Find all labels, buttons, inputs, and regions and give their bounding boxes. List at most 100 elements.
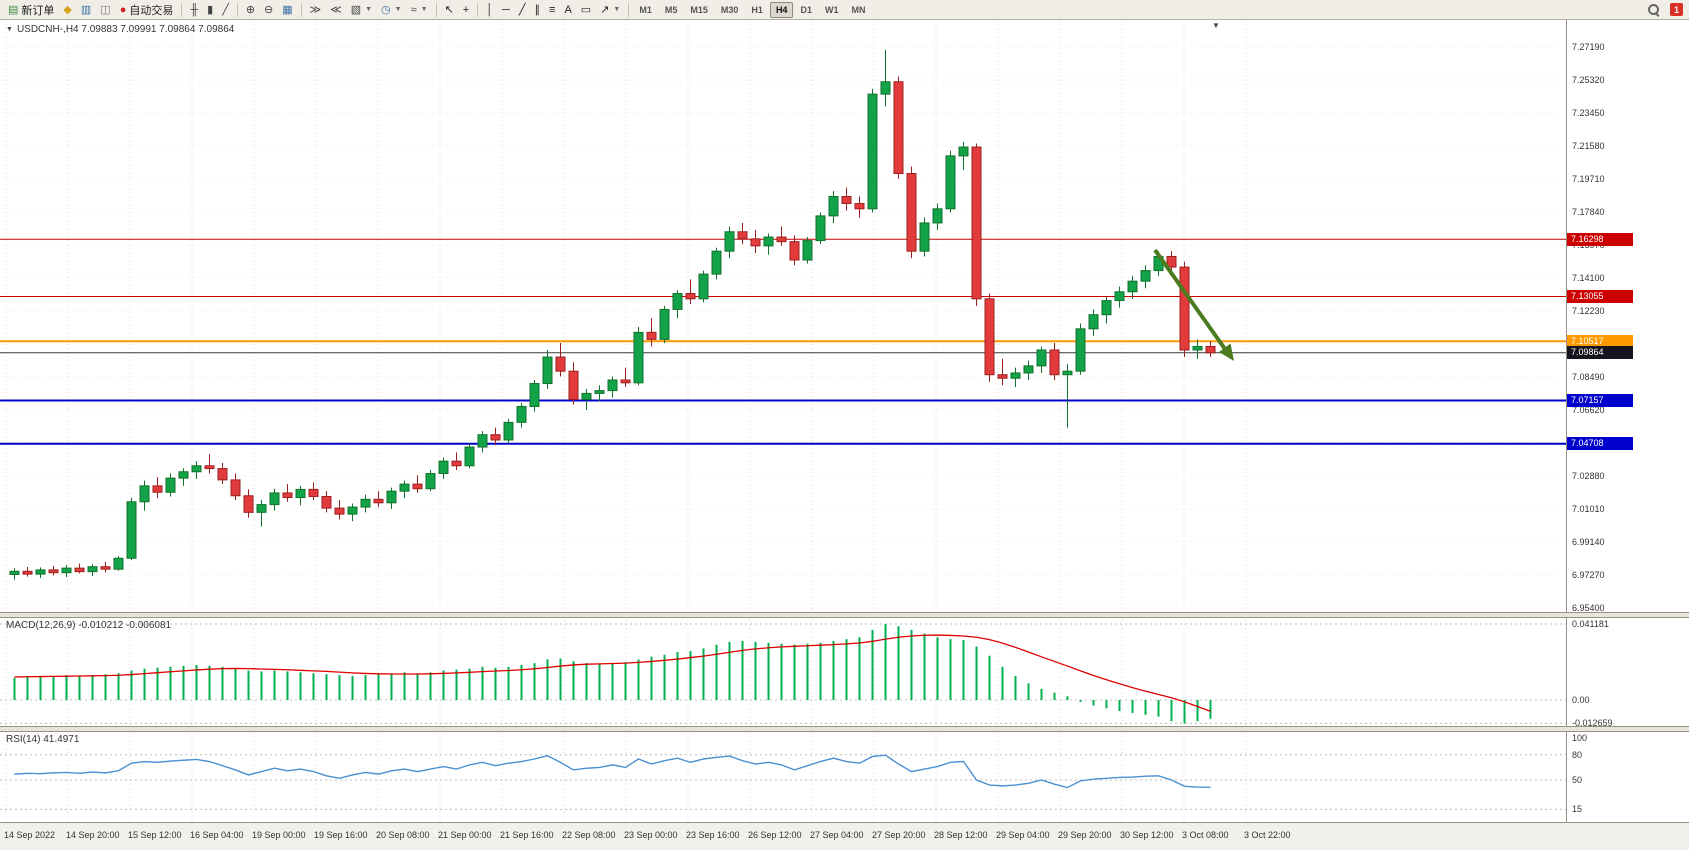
- toolbar-right: 1: [1647, 3, 1683, 16]
- timeframe-w1[interactable]: W1: [824, 4, 839, 15]
- toolbar-separator: [300, 2, 302, 17]
- sound-alert-button[interactable]: ◆: [59, 2, 75, 18]
- time-axis-label: 14 Sep 20:00: [66, 830, 120, 840]
- time-axis-label: 23 Sep 00:00: [624, 830, 678, 840]
- autotrading-label: 自动交易: [129, 4, 174, 17]
- cursor-button[interactable]: ↖: [441, 2, 458, 18]
- chart-title: ▼ USDCNH-,H4 7.09883 7.09991 7.09864 7.09…: [6, 24, 234, 35]
- toolbar-separator: [181, 2, 183, 17]
- period-icon: ◷: [381, 3, 391, 16]
- time-axis-label: 28 Sep 12:00: [934, 830, 988, 840]
- period-button[interactable]: ◷ ▼: [377, 2, 406, 18]
- new-chart-icon: ▧: [350, 3, 362, 16]
- dropdown-caret-icon: ▼: [613, 6, 621, 13]
- crosshair-button[interactable]: +: [459, 2, 473, 18]
- time-axis-label: 27 Sep 20:00: [872, 830, 926, 840]
- time-axis-label: 30 Sep 12:00: [1120, 830, 1174, 840]
- down-trend-arrow: [1153, 248, 1227, 351]
- search-icon[interactable]: [1647, 3, 1660, 16]
- chart-shift-button[interactable]: ≪: [326, 2, 346, 18]
- sound-alert-icon: ◆: [63, 3, 72, 16]
- indicators-icon: ≈: [410, 3, 417, 16]
- time-axis-label: 3 Oct 22:00: [1244, 830, 1291, 840]
- time-axis-label: 15 Sep 12:00: [128, 830, 182, 840]
- bar-chart-button[interactable]: ╫: [186, 2, 202, 18]
- indicators-button[interactable]: ≈ ▼: [407, 2, 432, 18]
- market-watch-icon: ▥: [80, 3, 92, 16]
- time-axis-label: 20 Sep 08:00: [376, 830, 430, 840]
- timeframe-mn[interactable]: MN: [851, 4, 866, 15]
- macd-label: MACD(12,26,9) -0.010212 -0.006081: [6, 620, 172, 631]
- dropdown-caret-icon: ▼: [394, 6, 402, 13]
- time-axis-label: 29 Sep 04:00: [996, 830, 1050, 840]
- arrows-button[interactable]: ↗ ▼: [596, 2, 624, 18]
- cursor-icon: ↖: [444, 3, 454, 16]
- new-order-icon: ▤: [8, 3, 19, 16]
- time-axis-label: 22 Sep 08:00: [562, 830, 616, 840]
- line-chart-button[interactable]: ╱: [218, 2, 233, 18]
- trendline-button[interactable]: ╱: [515, 2, 530, 18]
- timeframe-m30[interactable]: M30: [720, 4, 739, 15]
- fibonacci-icon: ≡: [549, 3, 556, 16]
- toolbar-separator: [435, 2, 437, 17]
- time-axis-label: 19 Sep 00:00: [252, 830, 306, 840]
- timeframe-h1[interactable]: H1: [751, 4, 763, 15]
- autotrading-icon: ●: [119, 3, 127, 16]
- channel-button[interactable]: ∥: [531, 2, 545, 18]
- toolbar: ▤ 新订单 ◆ ▥ ◫ ● 自动交易 ╫ ▮ ╱ ⊕ ⊖ ▦ ≫ ≪ ▧ ▼ ◷ ▼ ≈ ▼ ↖ + │ ─ ╱ ∥ ≡ A ▭ ↗ ▼ M1 M…: [0, 0, 1689, 20]
- timeframe-m15[interactable]: M15: [690, 4, 708, 15]
- zoom-in-button[interactable]: ⊕: [242, 2, 259, 18]
- candlestick-chart-icon: ▮: [207, 3, 214, 16]
- timeframe-m5[interactable]: M5: [664, 4, 678, 15]
- text-label-button[interactable]: ▭: [577, 2, 595, 18]
- timeframe-d1[interactable]: D1: [800, 4, 812, 15]
- new-chart-button[interactable]: ▧ ▼: [347, 2, 376, 18]
- auto-scroll-button[interactable]: ≫: [306, 2, 326, 18]
- market-watch-button[interactable]: ▥: [77, 2, 95, 18]
- autotrading-button[interactable]: ● 自动交易: [116, 2, 178, 18]
- zoom-in-icon: ⊕: [245, 3, 256, 16]
- data-window-button[interactable]: ◫: [96, 2, 114, 18]
- panel-separator-rsi[interactable]: [0, 726, 1689, 732]
- trendline-icon: ╱: [518, 3, 526, 16]
- time-axis-label: 3 Oct 08:00: [1182, 830, 1229, 840]
- timeframe-m1[interactable]: M1: [639, 4, 652, 15]
- tile-windows-icon: ▦: [282, 3, 293, 16]
- vertical-line-icon: │: [486, 3, 494, 16]
- dropdown-caret-icon: ▼: [420, 6, 428, 13]
- rsi-label: RSI(14) 41.4971: [6, 734, 80, 745]
- fibonacci-button[interactable]: ≡: [545, 2, 559, 18]
- data-window-icon: ◫: [100, 3, 111, 16]
- time-axis-label: 21 Sep 16:00: [500, 830, 554, 840]
- auto-scroll-icon: ≫: [309, 3, 322, 16]
- channel-icon: ∥: [534, 3, 541, 16]
- symbol-dropdown-icon[interactable]: ▼: [6, 26, 13, 33]
- time-axis-label: 19 Sep 16:00: [314, 830, 368, 840]
- tile-windows-button[interactable]: ▦: [278, 2, 296, 18]
- chart-shift-icon: ≪: [330, 3, 342, 16]
- dropdown-caret-icon: ▼: [365, 6, 373, 13]
- timeframe-h4[interactable]: H4: [769, 1, 794, 18]
- zoom-out-button[interactable]: ⊖: [260, 2, 277, 18]
- new-order-button[interactable]: ▤ 新订单: [4, 2, 58, 18]
- text-icon: A: [564, 3, 572, 16]
- panel-separator-macd[interactable]: [0, 612, 1689, 618]
- time-axis-label: 14 Sep 2022: [4, 830, 56, 840]
- toolbar-separator: [477, 2, 479, 17]
- zoom-out-icon: ⊖: [264, 3, 274, 16]
- horizontal-line-button[interactable]: ─: [498, 2, 514, 18]
- text-button[interactable]: A: [560, 2, 575, 18]
- time-axis-label: 16 Sep 04:00: [190, 830, 244, 840]
- vertical-line-button[interactable]: │: [482, 2, 497, 18]
- notification-badge[interactable]: 1: [1670, 3, 1683, 16]
- text-label-icon: ▭: [580, 3, 592, 16]
- toolbar-separator: [236, 2, 238, 17]
- chart-shift-marker[interactable]: ▼: [1212, 21, 1220, 30]
- time-axis-label: 29 Sep 20:00: [1058, 830, 1112, 840]
- line-chart-icon: ╱: [222, 3, 229, 16]
- candlestick-chart-button[interactable]: ▮: [203, 2, 217, 18]
- toolbar-separator: [628, 2, 630, 17]
- arrows-icon: ↗: [600, 3, 610, 16]
- bar-chart-icon: ╫: [190, 3, 199, 16]
